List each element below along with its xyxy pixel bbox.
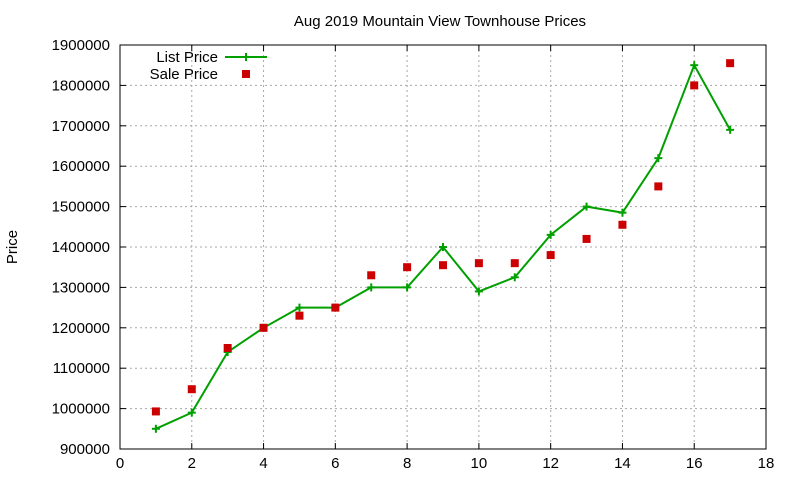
y-axis-label: Price: [4, 230, 21, 264]
sale-price-point: [403, 263, 412, 272]
x-tick-label: 6: [331, 455, 339, 472]
list-price-point: [403, 283, 412, 292]
sale-price-point: [367, 271, 376, 280]
x-tick-label: 8: [403, 455, 411, 472]
list-price-point: [510, 273, 519, 282]
y-tick-label: 900000: [60, 441, 110, 458]
chart-title: Aug 2019 Mountain View Townhouse Prices: [294, 13, 586, 30]
x-tick-label: 12: [542, 455, 559, 472]
legend-label: List Price: [156, 49, 218, 66]
sale-price-point: [439, 261, 447, 270]
sale-price-point: [546, 251, 555, 260]
list-price-point: [187, 408, 196, 417]
sale-price-point: [259, 323, 268, 332]
list-price-point: [295, 303, 304, 312]
sale-price-point: [618, 220, 627, 229]
list-price-point: [618, 208, 627, 217]
axis-ticks: 0 2 4 6 8 10 12 14 16 18 900000 1000000 1100000 12000…: [52, 37, 775, 472]
sale-price-point: [331, 303, 340, 312]
list-price-point: [726, 125, 735, 134]
list-price-point: [690, 61, 699, 70]
list-price-point: [582, 202, 591, 211]
legend-label: Sale Price: [150, 66, 218, 83]
y-tick-label: 1800000: [52, 77, 110, 94]
sale-price-point: [726, 59, 735, 68]
x-tick-label: 2: [188, 455, 196, 472]
sale-price-point: [474, 259, 483, 268]
x-tick-label: 16: [686, 455, 703, 472]
y-tick-label: 1900000: [52, 37, 110, 54]
y-tick-label: 1700000: [52, 118, 110, 135]
sale-price-point: [654, 182, 663, 191]
sale-price-point: [223, 344, 232, 352]
list-price-point: [546, 230, 555, 239]
list-price-point: [439, 243, 447, 251]
x-tick-label: 4: [259, 455, 267, 472]
y-tick-label: 1600000: [52, 158, 110, 175]
list-price-point: [367, 283, 376, 292]
series-layer: [151, 59, 735, 433]
list-price-point: [474, 287, 483, 296]
x-tick-label: 0: [116, 455, 124, 472]
sale-price-point: [690, 81, 699, 90]
sale-price-point: [295, 311, 304, 320]
x-tick-label: 10: [471, 455, 488, 472]
sale-price-point: [510, 259, 519, 268]
list-price-point: [654, 154, 663, 163]
sale-price-point: [582, 234, 591, 243]
y-tick-label: 1200000: [52, 320, 110, 337]
y-tick-label: 1100000: [53, 360, 110, 377]
x-tick-label: 18: [758, 455, 775, 472]
sale-price-point: [151, 407, 160, 416]
y-tick-label: 1000000: [52, 401, 110, 418]
list-price-point: [151, 424, 160, 433]
grid-lines: [120, 45, 766, 449]
legend-sale-price-swatch: [242, 70, 250, 78]
y-tick-label: 1300000: [52, 279, 110, 296]
x-tick-label: 14: [614, 455, 631, 472]
y-tick-label: 1400000: [52, 239, 110, 256]
sale-price-point: [187, 385, 196, 394]
y-tick-label: 1500000: [52, 199, 110, 216]
